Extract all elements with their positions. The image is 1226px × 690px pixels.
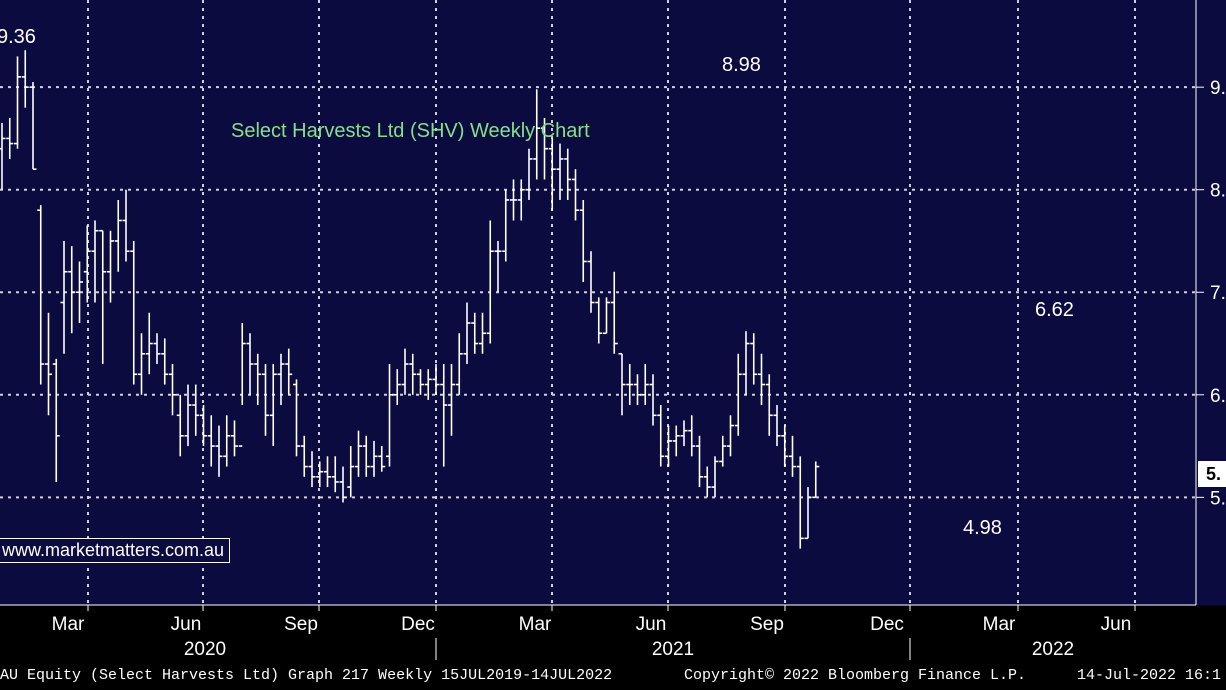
footer-bar: AU Equity (Select Harvests Ltd) Graph 21… xyxy=(0,665,1226,690)
x-year-label-0: 2020 xyxy=(184,639,226,660)
x-month-label-6: Sep xyxy=(750,614,784,635)
x-month-label-9: Jun xyxy=(1101,614,1132,635)
y-tick-label-1: 8. xyxy=(1210,181,1226,202)
price-axis-area xyxy=(1196,0,1226,605)
x-year-label-1: 2021 xyxy=(652,639,694,660)
footer-timestamp: 14-Jul-2022 16:1 xyxy=(1077,667,1222,684)
y-tick-label-2: 7. xyxy=(1210,283,1226,304)
x-year-label-2: 2022 xyxy=(1032,639,1074,660)
ohlc-chart: 9. 8. 7. 6. 5. Mar Jun Sep Dec Mar Jun Sep Dec Mar Jun… xyxy=(0,0,1226,660)
x-month-label-8: Mar xyxy=(983,614,1016,635)
last-price-tag: 5. xyxy=(1198,461,1226,487)
footer-copyright: Copyright© 2022 Bloomberg Finance L.P. xyxy=(684,667,1027,684)
annotation-high-2021: 8.98 xyxy=(722,54,761,76)
watermark-link[interactable]: www.marketmatters.com.au xyxy=(0,538,231,563)
footer-security-info: AU Equity (Select Harvests Ltd) Graph 21… xyxy=(0,667,613,684)
x-month-label-0: Mar xyxy=(52,614,85,635)
annotation-high-2020: 9.36 xyxy=(0,26,36,48)
x-month-label-4: Mar xyxy=(519,614,552,635)
x-month-label-1: Jun xyxy=(171,614,202,635)
y-tick-label-0: 9. xyxy=(1210,78,1226,99)
chart-title: Select Harvests Ltd (SHV) Weekly Chart xyxy=(231,120,590,142)
annotation-high-2022: 6.62 xyxy=(1035,299,1074,321)
y-tick-label-3: 6. xyxy=(1210,386,1226,407)
x-month-label-7: Dec xyxy=(870,614,904,635)
x-month-label-3: Dec xyxy=(401,614,435,635)
x-month-label-2: Sep xyxy=(284,614,318,635)
x-month-label-5: Jun xyxy=(636,614,667,635)
annotation-low-2022: 4.98 xyxy=(963,517,1002,539)
y-tick-label-4: 5. xyxy=(1210,488,1226,509)
